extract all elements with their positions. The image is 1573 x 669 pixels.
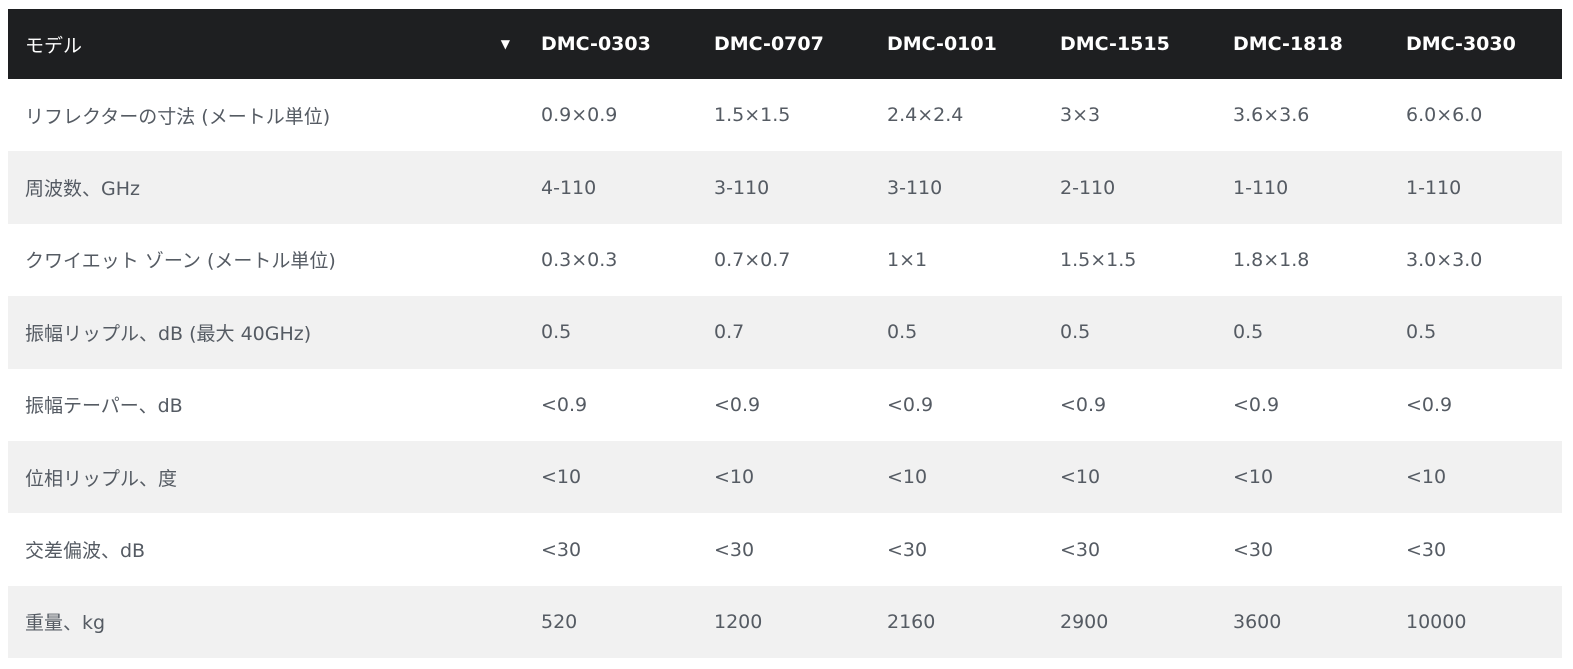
table-cell: 1.5×1.5 <box>1060 248 1137 271</box>
table-cell: <10 <box>887 466 928 489</box>
model-header-dmc-1818: DMC-1818 <box>1233 33 1343 55</box>
table-cell: <10 <box>714 466 755 489</box>
table-cell: 0.5 <box>887 321 918 344</box>
table-cell: 0.7×0.7 <box>714 248 791 271</box>
model-column-header[interactable]: モデル ▼ <box>8 31 518 58</box>
model-header-dmc-0707: DMC-0707 <box>714 33 824 55</box>
table-cell: 0.5 <box>1406 321 1437 344</box>
table-cell: <0.9 <box>1060 393 1107 416</box>
row-label: 振幅テーパー、dB <box>25 395 183 418</box>
table-cell: 3.0×3.0 <box>1406 248 1483 271</box>
row-label: 周波数、GHz <box>25 178 140 201</box>
row-label: 位相リップル、度 <box>25 467 178 490</box>
table-cell: <30 <box>1406 538 1447 561</box>
table-cell: 0.3×0.3 <box>541 248 618 271</box>
table-cell: 6.0×6.0 <box>1406 104 1483 127</box>
model-header-dmc-1515: DMC-1515 <box>1060 33 1170 55</box>
table-cell: 3×3 <box>1060 104 1101 127</box>
row-label: リフレクターの寸法 (メートル単位) <box>25 105 331 128</box>
table-row: クワイエット ゾーン (メートル単位) 0.3×0.3 0.7×0.7 1×1 … <box>8 223 1562 297</box>
row-label: 交差偏波、dB <box>25 540 146 563</box>
table-cell: 0.5 <box>1060 321 1091 344</box>
table-cell: 520 <box>541 610 578 633</box>
table-cell: 2900 <box>1060 610 1109 633</box>
table-row: 交差偏波、dB <30 <30 <30 <30 <30 <30 <box>8 513 1562 586</box>
table-cell: 1-110 <box>1406 176 1462 199</box>
table-cell: 1.5×1.5 <box>714 104 791 127</box>
model-header-dmc-0101: DMC-0101 <box>887 33 997 55</box>
table-cell: 3-110 <box>714 176 770 199</box>
table-cell: <10 <box>1406 466 1447 489</box>
table-cell: 2160 <box>887 610 936 633</box>
table-row: リフレクターの寸法 (メートル単位) 0.9×0.9 1.5×1.5 2.4×2… <box>8 79 1562 152</box>
table-cell: <10 <box>541 466 582 489</box>
table-cell: <0.9 <box>1233 393 1280 416</box>
table-cell: <0.9 <box>541 393 588 416</box>
table-cell: 1.8×1.8 <box>1233 248 1310 271</box>
table-cell: <30 <box>541 538 582 561</box>
row-label: クワイエット ゾーン (メートル単位) <box>25 250 336 273</box>
table-cell: <30 <box>714 538 755 561</box>
table-cell: 3.6×3.6 <box>1233 104 1310 127</box>
table-cell: 2-110 <box>1060 176 1116 199</box>
model-header-label: モデル <box>25 34 83 57</box>
table-row: 周波数、GHz 4-110 3-110 3-110 2-110 1-110 1-… <box>8 151 1562 224</box>
table-row: 振幅テーパー、dB <0.9 <0.9 <0.9 <0.9 <0.9 <0.9 <box>8 368 1562 441</box>
table-cell: 3-110 <box>887 176 943 199</box>
table-cell: <0.9 <box>887 393 934 416</box>
table-row: 振幅リップル、dB (最大 40GHz) 0.5 0.7 0.5 0.5 0.5… <box>8 296 1562 369</box>
table-cell: 10000 <box>1406 610 1467 633</box>
row-label: 振幅リップル、dB (最大 40GHz) <box>25 322 312 345</box>
chevron-down-icon[interactable]: ▼ <box>500 37 510 51</box>
table-cell: 0.5 <box>1233 321 1264 344</box>
table-cell: <0.9 <box>714 393 761 416</box>
table-cell: <10 <box>1233 466 1274 489</box>
table-cell: <30 <box>1233 538 1274 561</box>
spec-table: モデル ▼ DMC-0303 DMC-0707 DMC-0101 DMC-151… <box>8 9 1562 659</box>
table-header-row: モデル ▼ DMC-0303 DMC-0707 DMC-0101 DMC-151… <box>8 9 1562 79</box>
row-label: 重量、kg <box>25 612 106 635</box>
table-cell: 3600 <box>1233 610 1282 633</box>
table-row: 重量、kg 520 1200 2160 2900 3600 10000 <box>8 585 1562 659</box>
table-cell: 1200 <box>714 610 763 633</box>
table-cell: 2.4×2.4 <box>887 104 964 127</box>
table-cell: <30 <box>887 538 928 561</box>
model-header-dmc-3030: DMC-3030 <box>1406 33 1516 55</box>
model-header-dmc-0303: DMC-0303 <box>541 33 651 55</box>
table-cell: 0.7 <box>714 321 745 344</box>
table-cell: <30 <box>1060 538 1101 561</box>
table-cell: 1-110 <box>1233 176 1289 199</box>
table-cell: <10 <box>1060 466 1101 489</box>
table-cell: 4-110 <box>541 176 597 199</box>
table-cell: 0.9×0.9 <box>541 104 618 127</box>
table-cell: <0.9 <box>1406 393 1453 416</box>
table-cell: 0.5 <box>541 321 572 344</box>
table-cell: 1×1 <box>887 248 928 271</box>
table-row: 位相リップル、度 <10 <10 <10 <10 <10 <10 <box>8 440 1562 514</box>
